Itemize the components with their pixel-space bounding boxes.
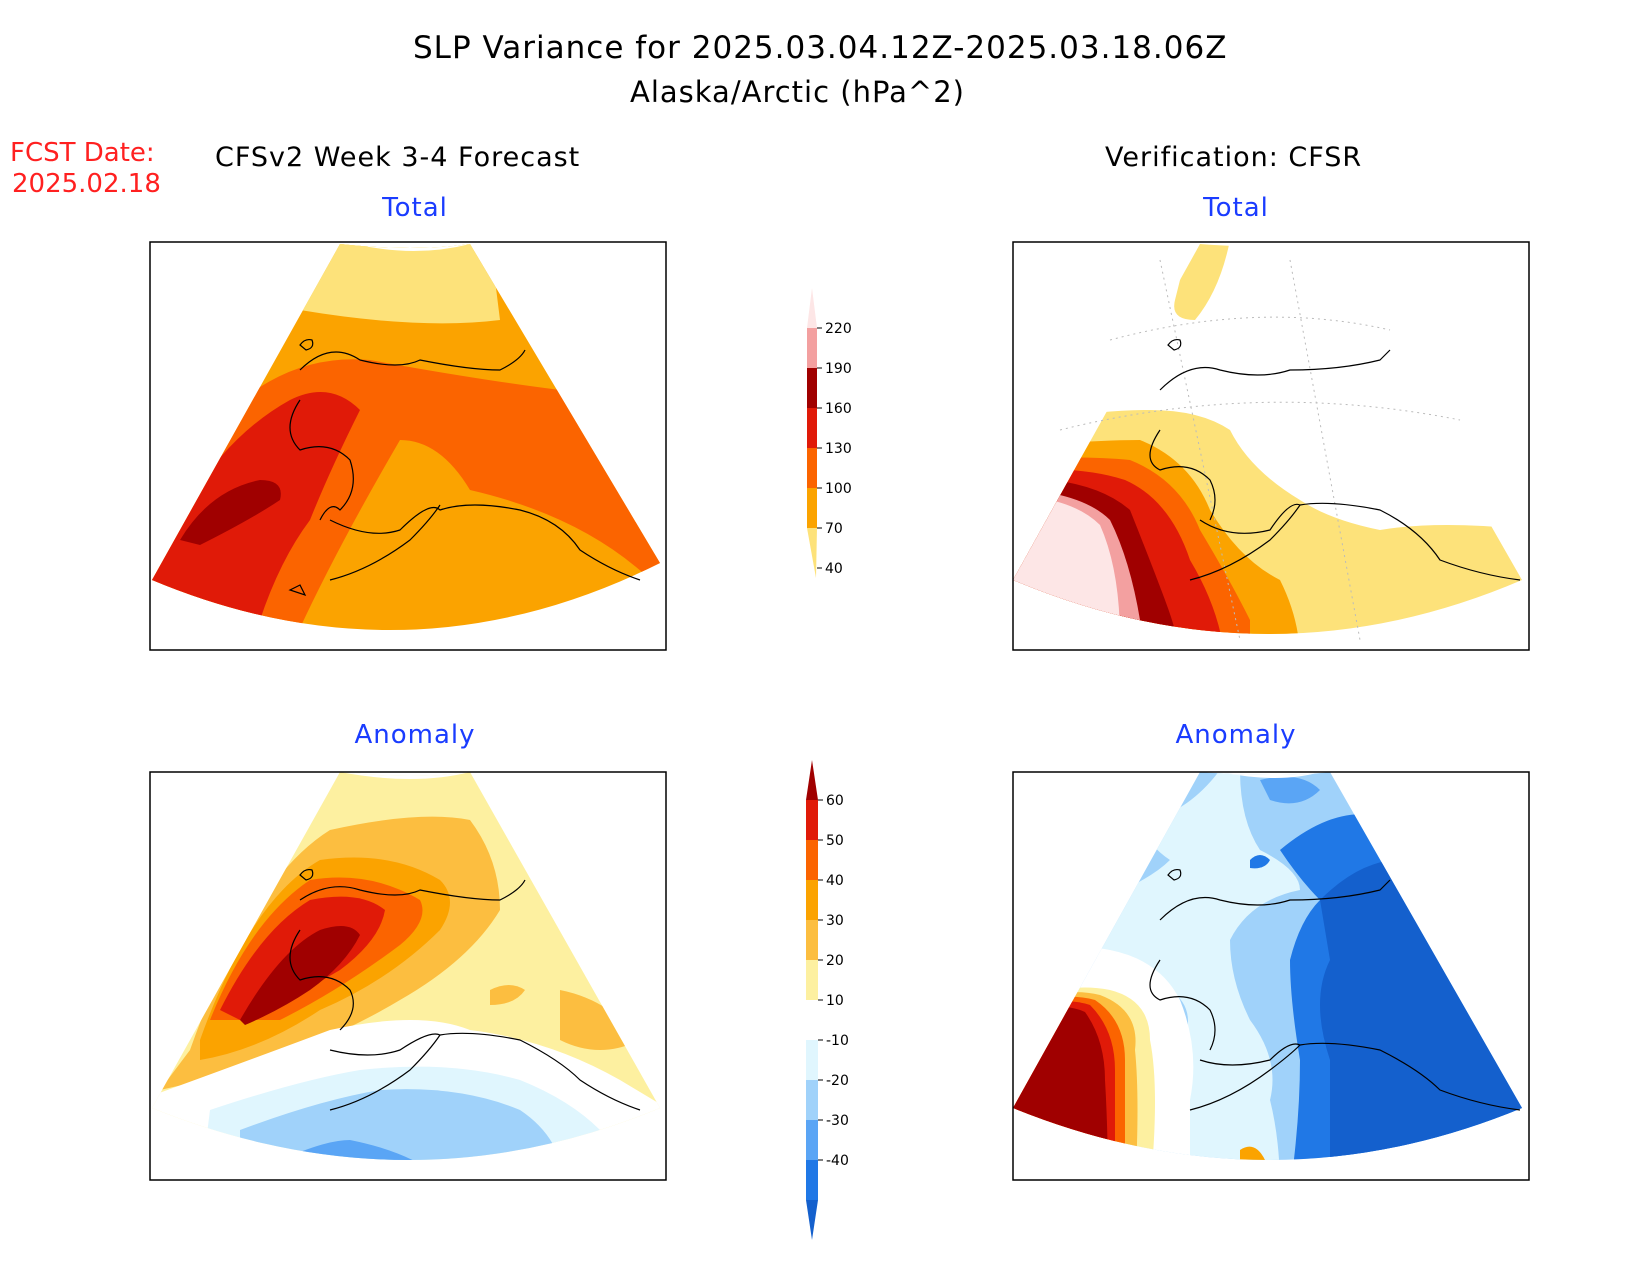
forecast-date-label: FCST Date: bbox=[10, 138, 155, 168]
anomaly-colorbar-segment bbox=[806, 1200, 818, 1240]
total-colorbar-tick-label: 40 bbox=[825, 561, 843, 577]
anomaly-colorbar-segment bbox=[806, 920, 818, 960]
forecast-anomaly-map bbox=[149, 771, 667, 1181]
anomaly-colorbar-tick-label: 20 bbox=[826, 953, 844, 969]
anomaly-colorbar-tick-label: 30 bbox=[826, 913, 844, 929]
anomaly-colorbar-tick-label: 50 bbox=[826, 833, 844, 849]
page-title: SLP Variance for 2025.03.04.12Z-2025.03.… bbox=[413, 30, 1228, 66]
anomaly-colorbar-segment bbox=[806, 960, 818, 1000]
anomaly-colorbar-segment bbox=[806, 1120, 818, 1160]
total-colorbar: 220 190 160 130 100 70 40 bbox=[807, 288, 852, 578]
panel-label-verification-anomaly: Anomaly bbox=[1175, 720, 1297, 750]
total-colorbar-tick-label: 160 bbox=[825, 401, 852, 417]
anomaly-colorbar-tick-label: -30 bbox=[826, 1113, 849, 1129]
anomaly-colorbar-segment bbox=[806, 1080, 818, 1120]
anomaly-colorbar-segment bbox=[806, 1000, 818, 1040]
total-colorbar-tick-label: 220 bbox=[825, 321, 852, 337]
total-colorbar-segment bbox=[807, 288, 817, 328]
panel-label-verification-total: Total bbox=[1203, 193, 1269, 223]
anomaly-colorbar-segment bbox=[806, 840, 818, 880]
total-colorbar-tick-label: 130 bbox=[825, 441, 852, 457]
anomaly-colorbar-segment bbox=[806, 800, 818, 840]
panel-label-forecast-anomaly: Anomaly bbox=[354, 720, 476, 750]
anomaly-colorbar-segment bbox=[806, 1040, 818, 1080]
anomaly-colorbar-tick-label: 10 bbox=[826, 993, 844, 1009]
total-colorbar-segment bbox=[807, 448, 817, 488]
anomaly-colorbar-tick-label: -40 bbox=[826, 1153, 849, 1169]
anomaly-colorbar-segment bbox=[806, 880, 818, 920]
anomaly-colorbar-tick-label: 40 bbox=[826, 873, 844, 889]
total-colorbar-segment bbox=[807, 328, 817, 368]
total-colorbar-segment bbox=[807, 528, 817, 578]
forecast-date-value: 2025.02.18 bbox=[12, 169, 161, 199]
anomaly-colorbar-tick-label: -20 bbox=[826, 1073, 849, 1089]
anomaly-colorbar: 60 50 40 30 20 10 -10 -20 -30 -40 bbox=[806, 760, 849, 1240]
forecast-column-heading: CFSv2 Week 3-4 Forecast bbox=[215, 142, 581, 173]
total-colorbar-segment bbox=[807, 408, 817, 448]
total-colorbar-tick-label: 70 bbox=[825, 521, 843, 537]
anomaly-colorbar-segment bbox=[806, 1160, 818, 1200]
total-colorbar-segment bbox=[807, 368, 817, 408]
total-colorbar-segment bbox=[807, 488, 817, 528]
anomaly-colorbar-tick-label: 60 bbox=[826, 793, 844, 809]
forecast-total-map bbox=[149, 241, 667, 651]
anomaly-colorbar-tick-label: -10 bbox=[826, 1033, 849, 1049]
total-colorbar-tick-label: 190 bbox=[825, 361, 852, 377]
page-subtitle: Alaska/Arctic (hPa^2) bbox=[630, 75, 965, 109]
panel-label-forecast-total: Total bbox=[382, 193, 448, 223]
verification-anomaly-map bbox=[1012, 771, 1530, 1181]
verification-column-heading: Verification: CFSR bbox=[1105, 142, 1363, 173]
anomaly-colorbar-segment bbox=[806, 760, 818, 800]
verification-total-map bbox=[1012, 241, 1530, 651]
total-colorbar-tick-label: 100 bbox=[825, 481, 852, 497]
